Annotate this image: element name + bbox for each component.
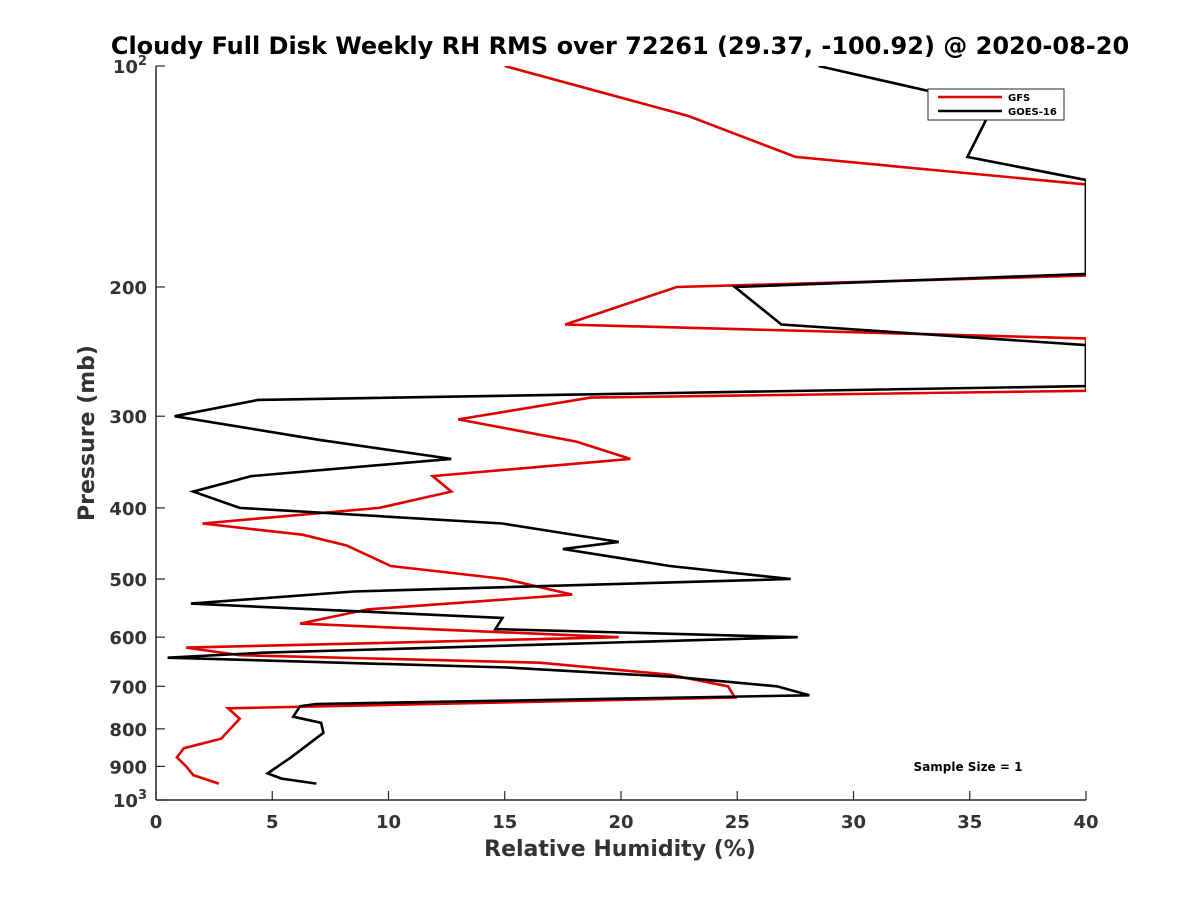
y-tick-label: 103 bbox=[113, 788, 147, 812]
y-ticks: 102 200 300 400 500 600 700 800 900 103 bbox=[109, 54, 165, 812]
legend-label-goes16: GOES-16 bbox=[1008, 107, 1057, 118]
x-tick-label: 35 bbox=[957, 812, 982, 833]
x-tick-label: 20 bbox=[608, 812, 633, 833]
x-tick-label: 10 bbox=[376, 812, 401, 833]
y-tick-label: 500 bbox=[109, 570, 147, 591]
series-layer bbox=[167, 66, 1086, 785]
x-tick-label: 25 bbox=[725, 812, 750, 833]
y-tick-label: 200 bbox=[109, 278, 147, 299]
x-axis-label: Relative Humidity (%) bbox=[484, 837, 756, 862]
x-tick-label: 5 bbox=[266, 812, 279, 833]
x-tick-label: 0 bbox=[150, 812, 163, 833]
legend: GFS GOES-16 bbox=[927, 88, 1065, 121]
legend-box bbox=[927, 88, 1065, 121]
sample-size-annotation: Sample Size = 1 bbox=[914, 760, 1023, 774]
y-tick-label: 400 bbox=[109, 499, 147, 520]
chart-title: Cloudy Full Disk Weekly RH RMS over 7226… bbox=[111, 32, 1129, 60]
y-tick-label: 600 bbox=[109, 628, 147, 649]
y-tick-label: 102 bbox=[113, 54, 147, 78]
legend-label-gfs: GFS bbox=[1008, 93, 1030, 104]
x-tick-label: 15 bbox=[492, 812, 517, 833]
y-tick-label: 900 bbox=[109, 757, 147, 778]
y-axis-label: Pressure (mb) bbox=[75, 345, 100, 521]
series-line-goes16 bbox=[167, 66, 1086, 785]
y-tick-label: 700 bbox=[109, 677, 147, 698]
x-tick-label: 40 bbox=[1073, 812, 1098, 833]
series-line-gfs bbox=[175, 66, 1086, 785]
x-ticks: 0 5 10 15 20 25 30 35 40 bbox=[150, 791, 1099, 833]
y-tick-label: 800 bbox=[109, 720, 147, 741]
x-tick-label: 30 bbox=[841, 812, 866, 833]
plot-area bbox=[156, 66, 1086, 800]
y-tick-label: 300 bbox=[109, 407, 147, 428]
